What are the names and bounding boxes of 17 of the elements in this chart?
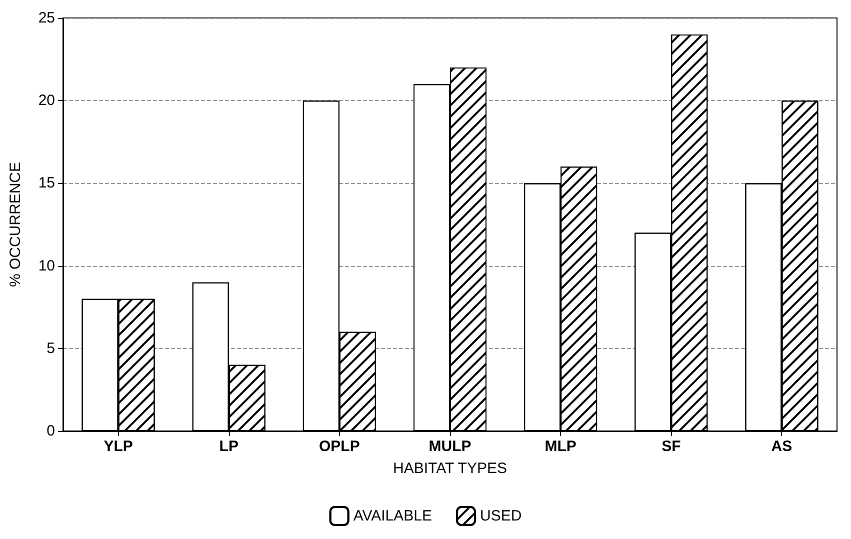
x-tick-label: MULP	[428, 438, 472, 455]
y-axis-title: % OCCURRENCE	[7, 162, 24, 288]
y-tick-label: 0	[46, 422, 55, 440]
y-tick-label: 5	[46, 340, 55, 357]
legend-label: USED	[480, 508, 522, 524]
y-tick-label: 25	[38, 10, 55, 26]
y-tick-label: 10	[38, 257, 55, 274]
x-tick-label: AS	[771, 438, 792, 455]
legend-label: AVAILABLE	[353, 508, 432, 524]
x-tick-label: LP	[219, 438, 238, 455]
y-tick-label: 20	[38, 92, 55, 110]
y-tick-label: 15	[38, 174, 55, 192]
x-tick-label: YLP	[104, 438, 133, 455]
x-axis-title: HABITAT TYPES	[393, 460, 507, 477]
x-tick-label: OPLP	[319, 438, 360, 455]
x-tick-label: SF	[662, 438, 681, 455]
x-tick-label: MLP	[544, 438, 576, 455]
